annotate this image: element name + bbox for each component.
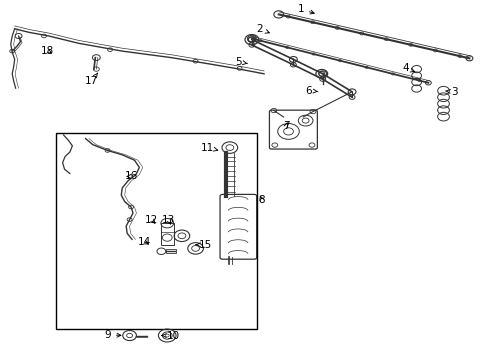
Text: 6: 6 bbox=[305, 86, 317, 96]
Text: 4: 4 bbox=[402, 63, 414, 73]
Text: 1: 1 bbox=[297, 4, 314, 14]
Text: 16: 16 bbox=[124, 171, 138, 181]
Bar bbox=[161, 223, 173, 245]
Bar bbox=[166, 249, 176, 253]
Text: 10: 10 bbox=[161, 330, 180, 341]
Text: 7: 7 bbox=[282, 121, 289, 131]
Text: 15: 15 bbox=[196, 240, 212, 250]
Text: 9: 9 bbox=[104, 330, 121, 340]
Text: 12: 12 bbox=[144, 215, 158, 225]
Text: 13: 13 bbox=[162, 215, 175, 225]
Text: 11: 11 bbox=[201, 143, 217, 153]
Bar bbox=[56, 133, 256, 329]
Text: 2: 2 bbox=[255, 24, 269, 34]
Text: 17: 17 bbox=[85, 73, 99, 86]
Text: 3: 3 bbox=[445, 87, 457, 97]
Text: 5: 5 bbox=[235, 57, 247, 67]
Text: 8: 8 bbox=[258, 195, 264, 205]
Text: 18: 18 bbox=[41, 46, 55, 56]
Text: 14: 14 bbox=[137, 237, 151, 247]
